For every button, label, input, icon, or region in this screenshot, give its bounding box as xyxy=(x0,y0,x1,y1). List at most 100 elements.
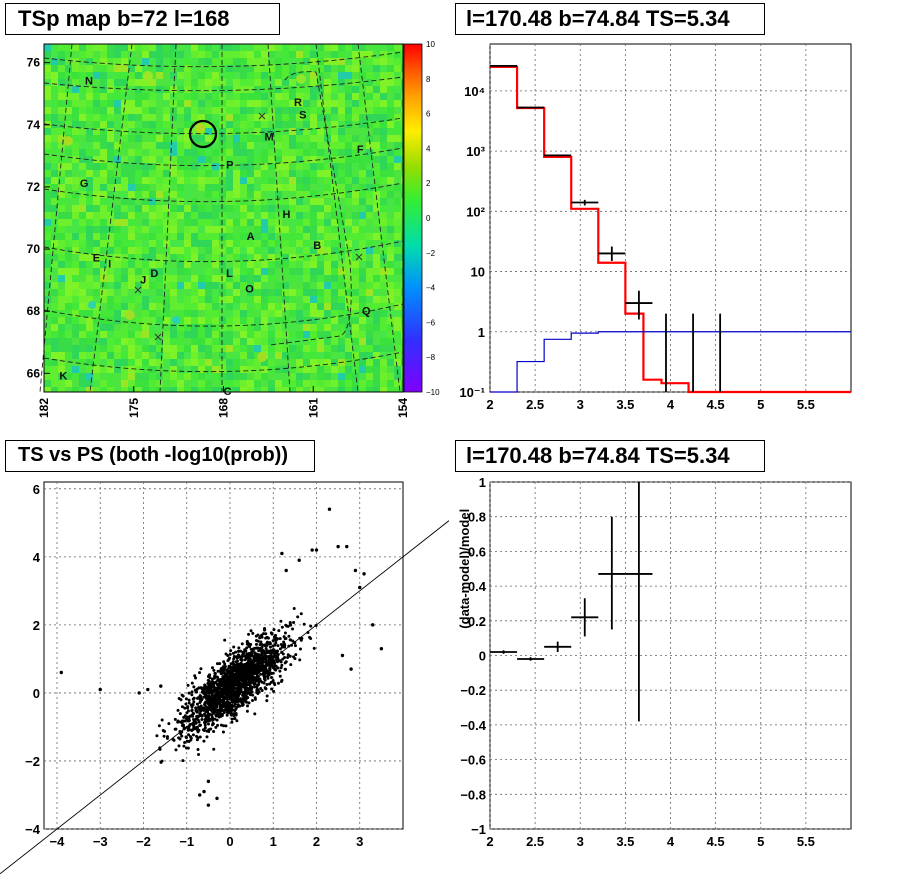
map-pixel xyxy=(394,114,401,121)
map-pixel xyxy=(401,247,403,254)
map-pixel xyxy=(128,184,135,191)
map-pixel xyxy=(184,184,191,191)
map-pixel xyxy=(205,345,212,352)
map-pixel xyxy=(135,212,142,219)
map-pixel xyxy=(149,359,156,366)
map-pixel xyxy=(114,128,121,135)
map-pixel xyxy=(86,387,93,392)
map-pixel xyxy=(401,114,403,121)
scatter-point xyxy=(146,687,150,692)
map-pixel xyxy=(219,107,226,114)
map-pixel xyxy=(247,324,254,331)
map-pixel xyxy=(72,338,79,345)
map-pixel xyxy=(331,331,338,338)
map-pixel xyxy=(268,205,275,212)
map-pixel xyxy=(401,72,403,79)
map-pixel xyxy=(401,324,403,331)
scatter-point xyxy=(249,687,253,691)
map-pixel xyxy=(114,219,121,226)
map-pixel xyxy=(100,184,107,191)
map-pixel xyxy=(121,191,128,198)
map-pixel xyxy=(226,226,233,233)
map-pixel xyxy=(65,254,72,261)
map-pixel xyxy=(198,380,205,387)
map-pixel xyxy=(366,219,373,226)
map-pixel xyxy=(170,114,177,121)
scatter-point xyxy=(240,658,244,662)
map-pixel xyxy=(212,261,219,268)
map-pixel xyxy=(100,317,107,324)
scatter-point xyxy=(226,679,230,683)
scatter-point xyxy=(59,670,64,675)
map-pixel xyxy=(331,107,338,114)
map-pixel xyxy=(345,289,352,296)
map-pixel xyxy=(352,149,359,156)
map-pixel xyxy=(65,324,72,331)
residual-x-tick-label: 2.5 xyxy=(526,834,544,849)
scatter-point xyxy=(202,708,206,712)
scatter-point xyxy=(302,622,306,626)
map-pixel xyxy=(212,44,219,51)
map-pixel xyxy=(282,387,289,392)
map-pixel xyxy=(331,324,338,331)
scatter-point xyxy=(276,644,280,648)
map-pixel xyxy=(163,107,170,114)
map-pixel xyxy=(149,156,156,163)
map-pixel xyxy=(373,65,380,72)
colorbar-tick-label: −4 xyxy=(426,284,436,293)
map-pixel xyxy=(163,198,170,205)
map-pixel xyxy=(135,65,142,72)
map-pixel xyxy=(261,261,268,268)
map-pixel xyxy=(247,296,254,303)
map-pixel xyxy=(331,191,338,198)
map-pixel xyxy=(331,345,338,352)
map-pixel xyxy=(275,191,282,198)
map-pixel xyxy=(226,107,233,114)
map-pixel xyxy=(359,331,366,338)
map-pixel xyxy=(317,324,324,331)
colorbar-tick-label: 2 xyxy=(426,179,431,188)
map-pixel xyxy=(135,261,142,268)
map-pixel xyxy=(135,331,142,338)
map-pixel xyxy=(100,289,107,296)
map-pixel xyxy=(310,247,317,254)
map-pixel xyxy=(100,254,107,261)
map-pixel xyxy=(184,212,191,219)
map-pixel xyxy=(135,72,142,79)
map-pixel xyxy=(261,135,268,142)
map-pixel xyxy=(275,198,282,205)
map-pixel xyxy=(233,205,240,212)
scatter-point xyxy=(271,648,275,652)
map-pixel xyxy=(135,205,142,212)
map-pixel xyxy=(114,205,121,212)
map-pixel xyxy=(352,205,359,212)
map-pixel xyxy=(282,205,289,212)
map-pixel xyxy=(100,380,107,387)
map-pixel xyxy=(317,177,324,184)
scatter-point xyxy=(206,714,210,718)
map-pixel xyxy=(142,366,149,373)
map-pixel xyxy=(58,65,65,72)
map-pixel xyxy=(198,352,205,359)
map-pixel xyxy=(79,380,86,387)
map-pixel xyxy=(170,58,177,65)
map-pixel xyxy=(359,345,366,352)
map-pixel xyxy=(100,338,107,345)
scatter-point xyxy=(187,701,191,705)
map-pixel xyxy=(44,65,51,72)
map-pixel xyxy=(65,170,72,177)
map-pixel xyxy=(198,114,205,121)
map-pixel xyxy=(240,191,247,198)
map-pixel xyxy=(345,345,352,352)
map-pixel xyxy=(324,324,331,331)
map-pixel xyxy=(107,275,114,282)
map-pixel xyxy=(100,240,107,247)
map-pixel xyxy=(198,219,205,226)
map-pixel xyxy=(149,44,156,51)
map-pixel xyxy=(345,177,352,184)
map-pixel xyxy=(289,359,296,366)
map-pixel xyxy=(289,177,296,184)
map-pixel xyxy=(366,324,373,331)
map-pixel xyxy=(86,275,93,282)
map-pixel xyxy=(79,233,86,240)
